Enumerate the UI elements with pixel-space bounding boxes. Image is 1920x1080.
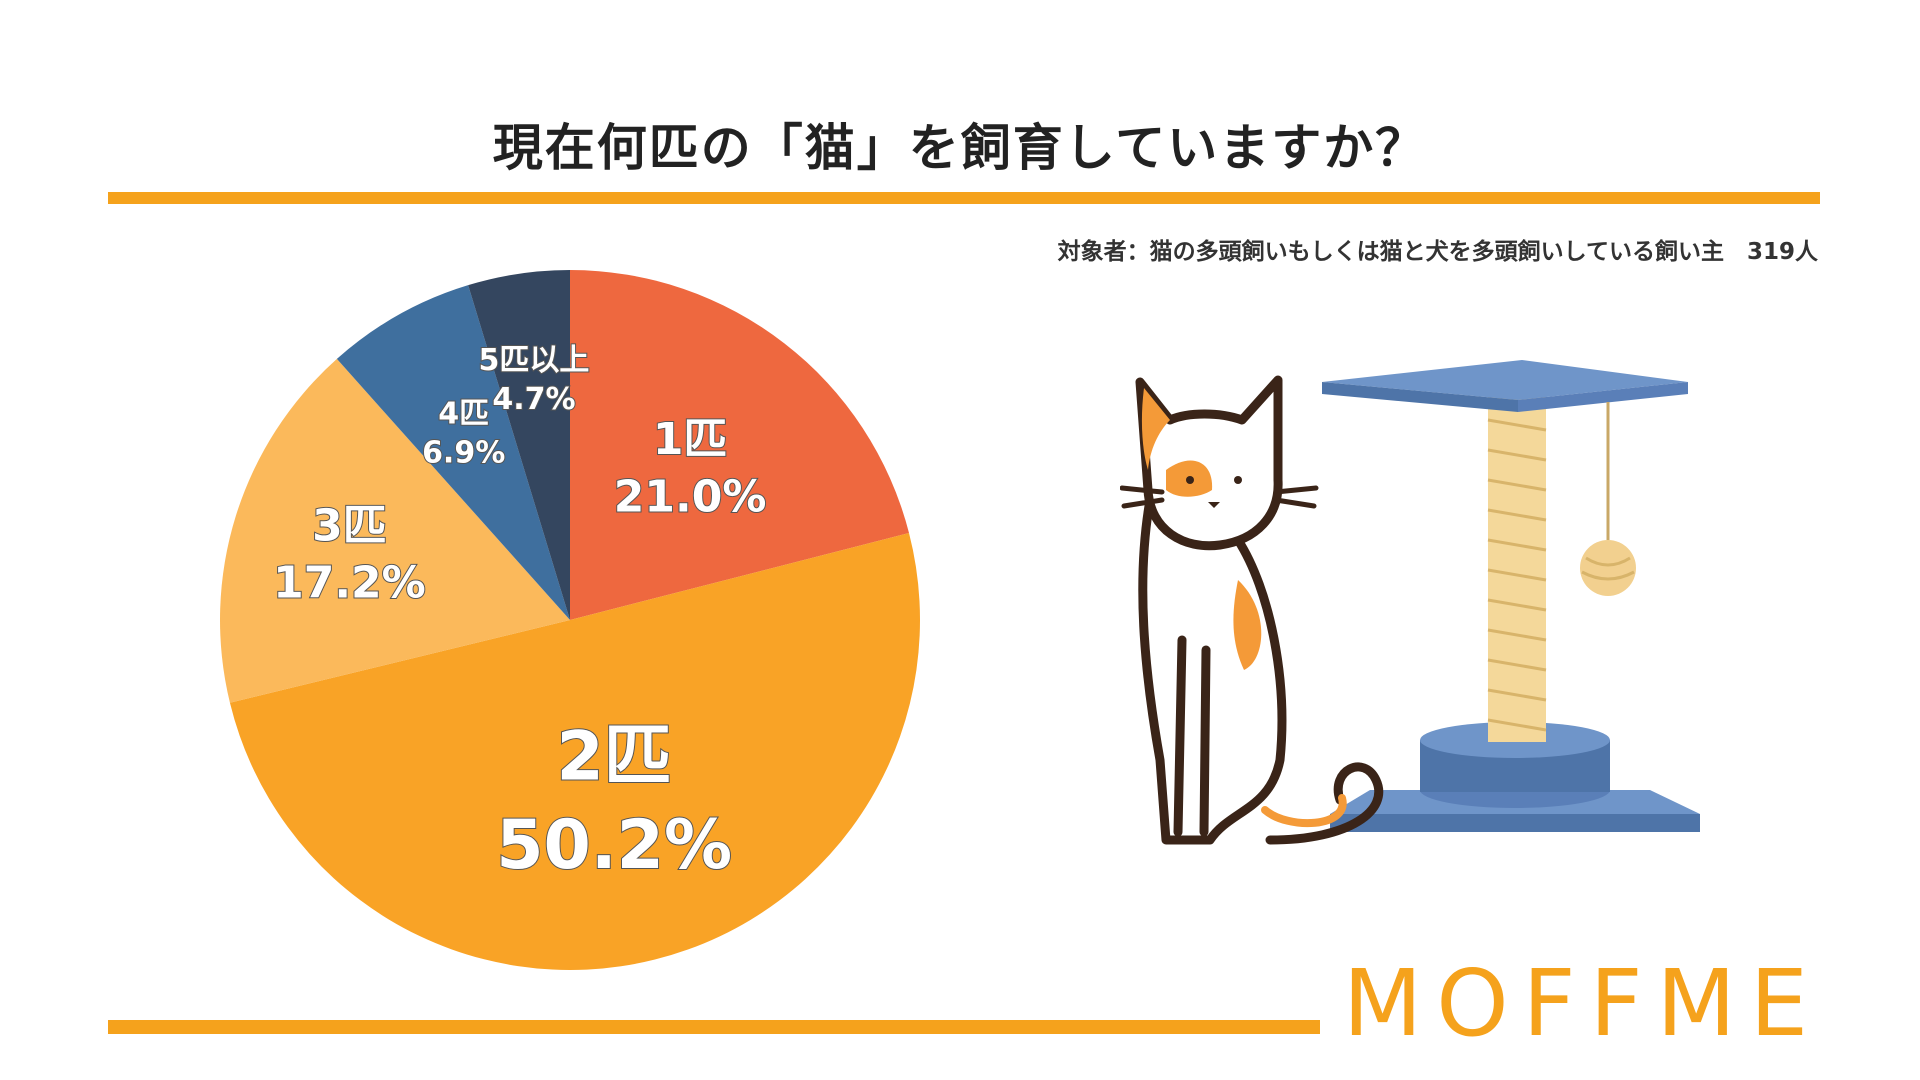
pie-slice-2 [229,532,921,971]
pie-slice-3 [220,358,570,703]
slice-label-2: 2匹 [556,718,671,797]
pie-slice-1 [570,270,910,620]
top-divider [108,192,1820,204]
survey-subject-note: 対象者：猫の多頭飼いもしくは猫と犬を多頭飼いしている飼い主 319人 [1057,239,1818,265]
pie-slice-5 [468,270,570,620]
slice-label-5: 5匹以上 [479,343,590,378]
calico-cat-with-cat-tower-illustration [1120,360,1700,845]
bottom-divider [108,1020,1320,1034]
brand-logo: MOFFME [1342,950,1822,1057]
slice-value-label-1: 21.0% [614,471,767,522]
pie-chart: 1匹 21.0% 2匹 50.2% 3匹 17.2% 4匹 6.9% 5匹以上 4.7% [220,270,921,971]
slice-value-label-5: 4.7% [492,382,575,417]
slice-label-1: 1匹 [653,414,728,465]
slice-value-label-4: 6.9% [422,435,505,470]
slice-label-4: 4匹 [438,396,489,431]
slice-value-label-2: 50.2% [496,806,732,885]
calico-cat-icon [1120,375,1384,845]
pie-slice-4 [336,285,570,620]
slice-label-3: 3匹 [312,500,387,551]
chart-title: 現在何匹の「猫」を飼育していますか？ [492,119,1428,177]
cat-tower-icon [1322,360,1700,832]
slice-value-label-3: 17.2% [273,558,426,609]
